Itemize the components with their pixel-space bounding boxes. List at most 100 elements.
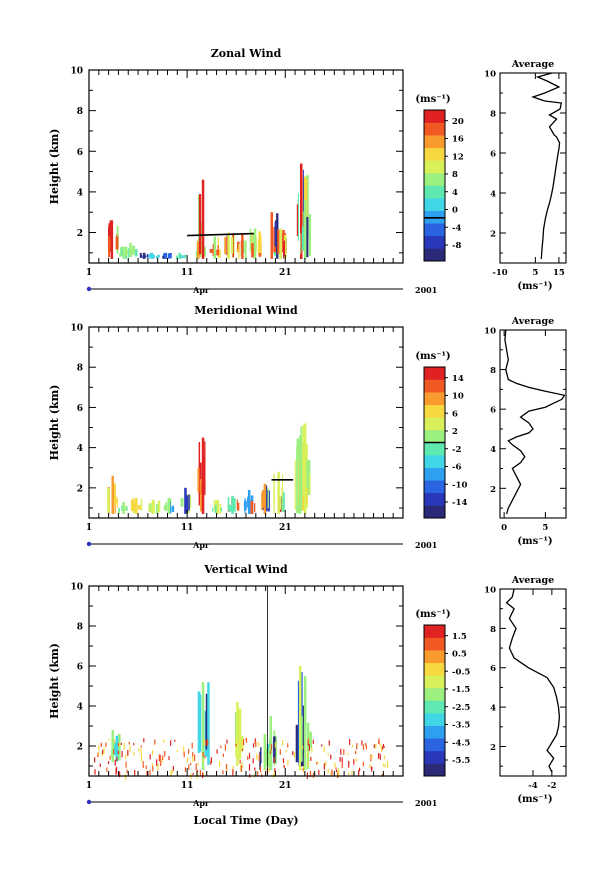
data-cell bbox=[321, 744, 323, 747]
profile-y-tick-label: 10 bbox=[484, 70, 496, 80]
data-cell bbox=[293, 752, 295, 758]
profile-title: Average bbox=[511, 575, 554, 586]
data-cell bbox=[273, 736, 276, 763]
data-cell bbox=[379, 753, 381, 760]
data-cell bbox=[250, 500, 254, 514]
colorbar-tick-label: -10 bbox=[452, 480, 467, 490]
y-tick-label: 8 bbox=[77, 364, 83, 374]
colorbar-segment bbox=[424, 417, 445, 431]
y-axis-label: Height (km) bbox=[48, 643, 61, 719]
data-cell bbox=[174, 739, 176, 742]
data-cell bbox=[303, 423, 307, 514]
profile-y-tick-label: 2 bbox=[490, 485, 496, 495]
profile-y-tick-label: 6 bbox=[490, 150, 496, 160]
data-cell bbox=[297, 680, 299, 763]
data-cell bbox=[217, 245, 219, 254]
data-cell bbox=[334, 762, 336, 768]
data-cell bbox=[160, 761, 162, 766]
data-cell bbox=[273, 496, 275, 514]
data-cell bbox=[370, 755, 372, 759]
data-cell bbox=[205, 693, 209, 750]
colorbar-tick-label: 14 bbox=[452, 374, 464, 384]
data-cell bbox=[219, 503, 221, 514]
profile-line bbox=[530, 72, 563, 260]
data-cell bbox=[282, 739, 284, 746]
colorbar-tick-label: -2 bbox=[452, 445, 462, 455]
colorbar-segment bbox=[424, 662, 445, 676]
data-cell bbox=[337, 772, 339, 778]
data-cell bbox=[258, 231, 261, 254]
data-cell bbox=[307, 722, 310, 769]
data-cell bbox=[202, 751, 204, 757]
data-cell bbox=[119, 771, 121, 778]
colorbar-tick-label: 8 bbox=[452, 170, 458, 180]
colorbar-tick-label: -1.5 bbox=[452, 685, 470, 695]
y-axis-label: Height (km) bbox=[48, 385, 61, 461]
data-cell bbox=[115, 236, 119, 250]
data-cell bbox=[296, 446, 299, 514]
data-cell bbox=[125, 761, 127, 768]
data-cell bbox=[118, 507, 120, 512]
data-cell bbox=[109, 239, 112, 250]
date-axis-start-marker bbox=[86, 286, 92, 292]
data-cell bbox=[312, 772, 314, 778]
data-cell bbox=[380, 745, 383, 753]
data-cell bbox=[282, 230, 285, 251]
data-cell bbox=[146, 770, 148, 777]
data-cell bbox=[133, 743, 135, 746]
data-cell bbox=[327, 753, 329, 756]
data-cell bbox=[118, 743, 121, 746]
data-cell bbox=[338, 770, 340, 778]
data-cell bbox=[296, 204, 298, 236]
data-cell bbox=[257, 771, 259, 776]
data-cell bbox=[134, 249, 138, 257]
data-cell bbox=[224, 744, 226, 751]
data-cell bbox=[270, 212, 273, 259]
data-cell bbox=[226, 739, 228, 744]
data-cell bbox=[222, 770, 224, 775]
zero-contour-line bbox=[187, 232, 254, 237]
data-cell bbox=[279, 749, 281, 755]
data-cell bbox=[162, 755, 164, 760]
data-cell bbox=[132, 245, 135, 255]
data-cell bbox=[213, 236, 217, 259]
data-cell bbox=[263, 483, 267, 514]
data-cell bbox=[197, 468, 201, 493]
data-cell bbox=[274, 221, 277, 247]
profile-x-label: (ms⁻¹) bbox=[517, 794, 552, 805]
data-cell bbox=[226, 235, 229, 256]
data-cell bbox=[252, 234, 255, 251]
data-cell bbox=[107, 487, 110, 513]
data-cell bbox=[241, 762, 243, 768]
y-tick-label: 8 bbox=[77, 623, 83, 633]
colorbar-segment bbox=[424, 738, 445, 752]
data-cell bbox=[103, 747, 105, 755]
colorbar-segment bbox=[424, 625, 445, 638]
data-cell bbox=[120, 247, 122, 257]
data-cell bbox=[269, 716, 272, 770]
data-cell bbox=[306, 751, 309, 758]
data-cell bbox=[157, 763, 159, 771]
data-cell bbox=[311, 746, 313, 753]
data-cell bbox=[236, 499, 238, 510]
data-cell bbox=[300, 672, 303, 758]
profile-line bbox=[505, 588, 561, 773]
data-cell bbox=[341, 757, 343, 763]
data-cell bbox=[196, 240, 200, 259]
colorbar-segment bbox=[424, 379, 445, 393]
profile-y-tick-label: 2 bbox=[490, 230, 496, 240]
data-cell bbox=[122, 246, 125, 259]
data-cell bbox=[172, 766, 174, 771]
colorbar-segment bbox=[424, 122, 445, 136]
profile-y-tick-label: 6 bbox=[490, 664, 496, 674]
data-cell bbox=[282, 492, 285, 512]
data-cell bbox=[185, 495, 189, 512]
colorbar-tick-label: 0 bbox=[452, 206, 458, 216]
data-cell bbox=[265, 748, 268, 765]
data-cell bbox=[191, 742, 193, 749]
data-cell bbox=[240, 765, 242, 771]
profile-x-label: (ms⁻¹) bbox=[517, 536, 552, 547]
data-cell bbox=[302, 425, 306, 487]
data-cell bbox=[328, 740, 330, 746]
